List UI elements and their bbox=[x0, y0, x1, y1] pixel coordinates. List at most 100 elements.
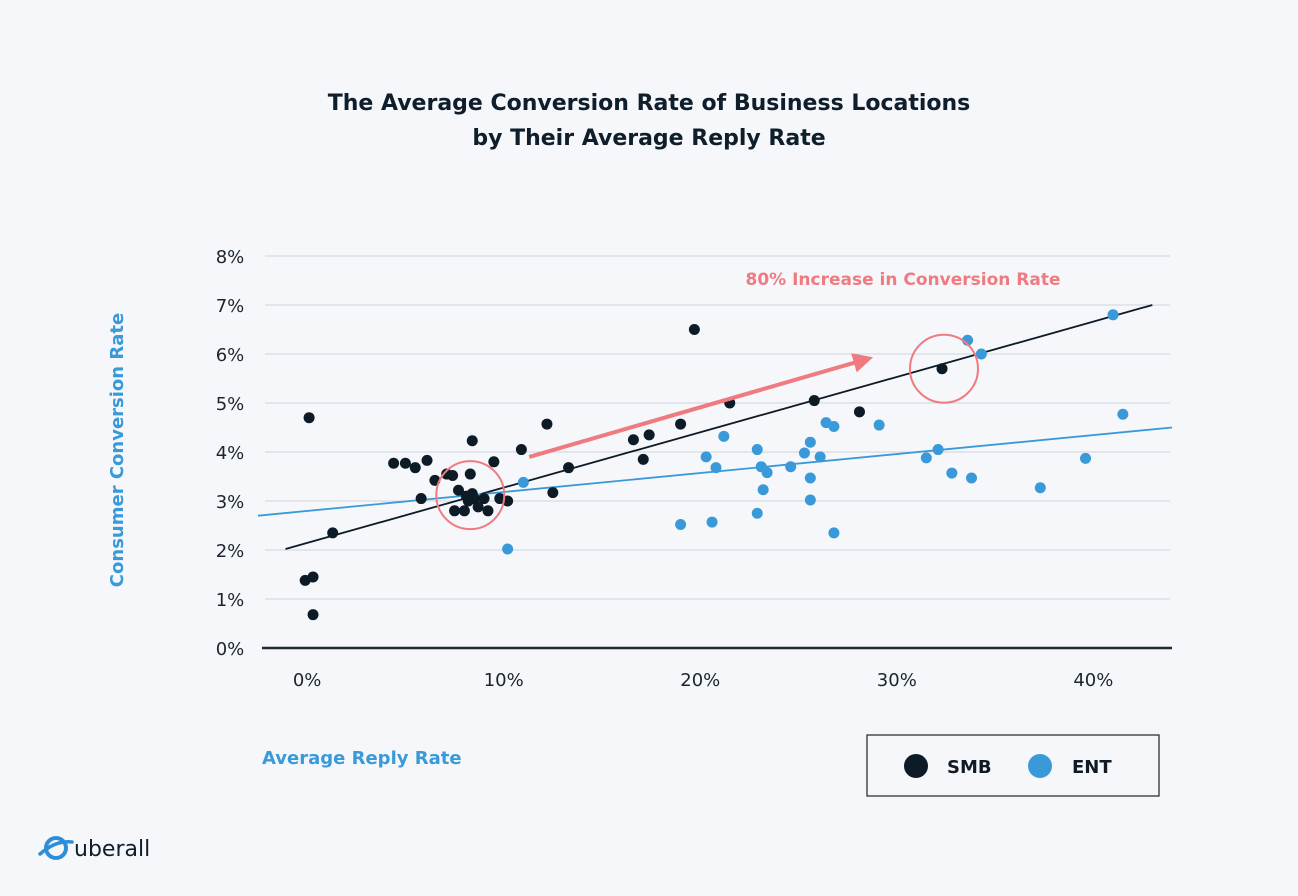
smb-point bbox=[808, 395, 820, 407]
x-tick-label: 20% bbox=[680, 670, 720, 691]
arrow-line bbox=[528, 353, 874, 459]
ent-point bbox=[761, 467, 773, 479]
x-axis-title: Average Reply Rate bbox=[262, 748, 462, 769]
ent-point bbox=[804, 472, 816, 484]
y-tick-label: 6% bbox=[216, 345, 245, 366]
gridlines bbox=[262, 255, 1172, 650]
ent-point bbox=[932, 444, 944, 456]
y-tick-label: 3% bbox=[216, 492, 245, 513]
legend-smb-marker bbox=[904, 754, 928, 778]
smb-point bbox=[388, 457, 400, 469]
ent-point bbox=[718, 430, 730, 442]
ent-point bbox=[1034, 482, 1046, 494]
ent-point bbox=[946, 467, 958, 479]
legend: SMB ENT bbox=[866, 734, 1160, 797]
smb-point bbox=[415, 493, 427, 505]
ent-point bbox=[785, 461, 797, 473]
smb-point bbox=[515, 444, 527, 456]
x-axis-ticks: 0% 10% 20% 30% 40% bbox=[293, 670, 1114, 691]
smb-point bbox=[688, 324, 700, 335]
ent-point bbox=[700, 451, 712, 463]
ent-point bbox=[828, 421, 840, 433]
globe-icon bbox=[38, 836, 74, 860]
y-axis-title: Consumer Conversion Rate bbox=[107, 313, 128, 587]
y-tick-label: 5% bbox=[216, 394, 245, 415]
y-tick-label: 2% bbox=[216, 541, 245, 562]
highlight-circles bbox=[435, 333, 979, 531]
x-tick-label: 0% bbox=[293, 670, 322, 691]
brand-name: uberall bbox=[74, 837, 150, 862]
ent-point bbox=[975, 348, 987, 360]
smb-point bbox=[327, 527, 339, 539]
highlight-circle bbox=[435, 460, 506, 531]
legend-box bbox=[866, 734, 1160, 797]
ent-point bbox=[798, 447, 810, 459]
ent-point bbox=[710, 462, 722, 474]
chart-title-line-1: The Average Conversion Rate of Business … bbox=[328, 91, 971, 116]
ent-point bbox=[502, 543, 514, 555]
x-tick-label: 30% bbox=[877, 670, 917, 691]
y-tick-label: 1% bbox=[216, 590, 245, 611]
smb-point bbox=[936, 363, 948, 375]
ent-point bbox=[751, 444, 763, 456]
smb-point bbox=[482, 505, 494, 517]
smb-point bbox=[468, 493, 480, 505]
smb-point bbox=[449, 505, 461, 517]
smb-point bbox=[488, 456, 500, 468]
smb-point bbox=[399, 457, 411, 469]
brand-logo: uberall bbox=[38, 836, 150, 862]
ent-point bbox=[517, 476, 529, 488]
smb-point bbox=[541, 418, 553, 430]
ent-point bbox=[920, 452, 932, 464]
ent-point bbox=[706, 516, 718, 528]
ent-point bbox=[828, 527, 840, 539]
ent-point bbox=[1080, 452, 1092, 464]
ent-point bbox=[873, 419, 885, 431]
smb-point bbox=[675, 418, 687, 430]
smb-point bbox=[409, 462, 421, 474]
ent-point bbox=[804, 436, 816, 448]
ent-point bbox=[757, 484, 769, 496]
x-tick-label: 10% bbox=[484, 670, 524, 691]
y-tick-label: 0% bbox=[216, 639, 245, 660]
smb-point bbox=[637, 453, 649, 465]
smb-point bbox=[547, 487, 559, 499]
ent-point bbox=[675, 519, 687, 531]
ent-point bbox=[751, 507, 763, 519]
ent-point bbox=[814, 451, 826, 463]
legend-smb-label: SMB bbox=[947, 757, 992, 778]
smb-point bbox=[464, 468, 476, 480]
smb-point bbox=[458, 505, 470, 517]
smb-point bbox=[307, 571, 319, 583]
ent-point bbox=[804, 494, 816, 506]
y-tick-label: 8% bbox=[216, 247, 245, 268]
increase-arrow bbox=[528, 353, 874, 459]
ent-point bbox=[1107, 309, 1119, 321]
smb-point bbox=[627, 434, 639, 446]
ent-point bbox=[1117, 408, 1129, 420]
smb-point bbox=[472, 501, 484, 513]
highlight-circle bbox=[908, 333, 979, 404]
y-tick-label: 7% bbox=[216, 296, 245, 317]
smb-point bbox=[853, 406, 865, 418]
smb-trendline bbox=[285, 304, 1153, 550]
data-points bbox=[299, 309, 1129, 621]
smb-point bbox=[478, 493, 490, 505]
chart-title-line-2: by Their Average Reply Rate bbox=[472, 126, 825, 151]
annotation-label: 80% Increase in Conversion Rate bbox=[745, 270, 1060, 290]
smb-point bbox=[303, 412, 315, 424]
y-tick-label: 4% bbox=[216, 443, 245, 464]
smb-point bbox=[447, 470, 459, 482]
legend-ent-marker bbox=[1028, 754, 1052, 778]
smb-point bbox=[643, 429, 655, 441]
smb-point bbox=[421, 454, 433, 466]
ent-point bbox=[966, 472, 978, 484]
trendlines bbox=[257, 304, 1173, 550]
smb-point bbox=[307, 609, 319, 621]
x-tick-label: 40% bbox=[1073, 670, 1113, 691]
legend-ent-label: ENT bbox=[1072, 757, 1112, 778]
y-axis-ticks: 0% 1% 2% 3% 4% 5% 6% 7% 8% bbox=[216, 247, 245, 660]
smb-point bbox=[563, 462, 575, 474]
smb-point bbox=[452, 484, 464, 496]
